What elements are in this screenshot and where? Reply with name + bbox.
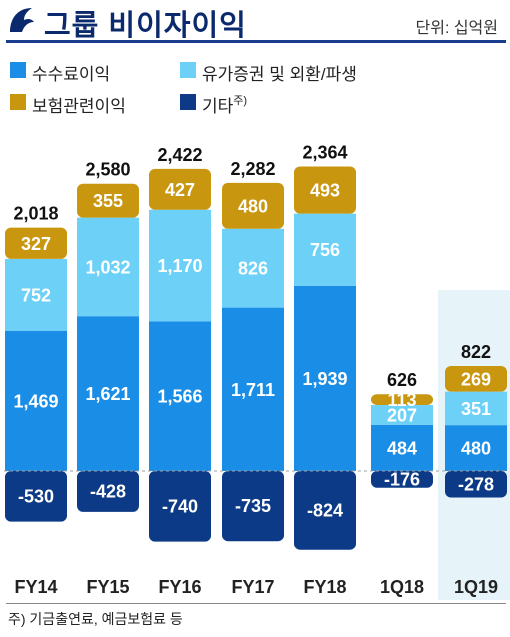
- bar-segment: [222, 307, 284, 471]
- logo-icon: [10, 8, 34, 32]
- bar-value-label: 327: [21, 234, 51, 254]
- bar-segment-negative: [222, 471, 284, 542]
- bar-value-label: 752: [21, 285, 51, 305]
- bar-segment-negative: [77, 471, 139, 512]
- chart-header: 그룹 비이자이익 단위: 십억원: [0, 0, 510, 46]
- bar-value-label: 355: [93, 191, 123, 211]
- x-tick-label: FY17: [231, 577, 274, 597]
- bar-segment: [149, 209, 211, 322]
- bar-value-label: -278: [458, 474, 494, 494]
- bar-value-label: -428: [90, 481, 126, 501]
- bar-value-label: -740: [162, 496, 198, 516]
- bar-segment: [5, 330, 67, 471]
- bar-value-label: 484: [387, 438, 417, 458]
- bar-segment: [222, 228, 284, 308]
- legend-label: 보험관련이익: [32, 97, 126, 116]
- title-divider: [6, 40, 506, 43]
- bar-value-label: 493: [310, 181, 340, 201]
- bar-segment: [371, 394, 433, 406]
- axis-divider: [6, 603, 506, 604]
- bar-total-label: 2,282: [230, 159, 275, 179]
- legend-swatch: [180, 62, 196, 78]
- bar-segment: [77, 316, 139, 471]
- bar-segment: [445, 391, 507, 426]
- legend-swatch: [180, 94, 196, 110]
- legend-item-fee: 수수료이익: [10, 60, 110, 85]
- bar-total-label: 2,580: [85, 160, 130, 180]
- bar-value-label: 756: [310, 240, 340, 260]
- legend-label: 유가증권 및 외환/파생: [202, 65, 357, 84]
- legend-swatch: [10, 94, 26, 110]
- legend-item-securities: 유가증권 및 외환/파생: [180, 60, 357, 85]
- bar-total-label: 626: [387, 370, 417, 390]
- bar-segment-negative: [371, 471, 433, 488]
- bar-value-label: 1,469: [13, 391, 58, 411]
- bar-value-label: 1,032: [85, 257, 130, 277]
- bar-segment: [445, 425, 507, 471]
- x-tick-label: FY14: [14, 577, 57, 597]
- bar-segment: [5, 258, 67, 331]
- bar-value-label: 826: [238, 259, 268, 279]
- bar-segment: [149, 321, 211, 471]
- unit-label: 단위: 십억원: [415, 20, 499, 37]
- x-tick-label: FY16: [158, 577, 201, 597]
- bar-value-label: 1,170: [157, 256, 202, 276]
- bar-segment: [294, 166, 356, 214]
- legend-footnote-mark: 주): [233, 95, 248, 107]
- legend-label: 수수료이익: [32, 65, 111, 84]
- bar-segment: [222, 182, 284, 229]
- bar-segment-negative: [149, 471, 211, 542]
- bar-value-label: -824: [307, 500, 343, 520]
- bar-segment: [77, 183, 139, 218]
- bar-segment-negative: [445, 471, 507, 498]
- bar-segment-negative: [5, 471, 67, 522]
- bar-value-label: 480: [238, 196, 268, 216]
- x-tick-label: FY18: [303, 577, 346, 597]
- legend-item-insurance: 보험관련이익: [10, 92, 126, 117]
- bar-segment: [371, 424, 433, 471]
- legend-label: 기타: [202, 97, 234, 116]
- bar-segment: [77, 217, 139, 317]
- bar-segment: [5, 227, 67, 259]
- bar-total-label: 2,364: [302, 143, 347, 163]
- bar-value-label: -530: [18, 486, 54, 506]
- bar-segment: [294, 213, 356, 286]
- footnote: 주) 기금출연료, 예금보험료 등: [8, 611, 183, 627]
- bar-value-label: 1,939: [302, 369, 347, 389]
- bar-value-label: 1,566: [157, 387, 202, 407]
- chart-title: 그룹 비이자이익: [44, 10, 247, 42]
- x-tick-label: FY15: [86, 577, 129, 597]
- stacked-bar-chart: 1,469 752 327 -530 2,018 FY14 1,621 1,032 355 -42…: [4, 143, 510, 600]
- bar-total-label: 2,422: [157, 145, 202, 165]
- bar-segment: [371, 405, 433, 425]
- bar-value-label: 427: [165, 180, 195, 200]
- bar-total-label: 822: [461, 342, 491, 362]
- bar-value-label: 269: [461, 369, 491, 389]
- bar-value-label: -735: [235, 496, 271, 516]
- bar-value-label: 1,621: [85, 384, 130, 404]
- bar-value-label: 351: [461, 399, 491, 419]
- bar-value-label: 480: [461, 439, 491, 459]
- bar-value-label: 207: [387, 405, 417, 425]
- x-tick-label: 1Q19: [454, 577, 498, 597]
- bar-value-label: 113: [387, 390, 416, 410]
- bar-segment: [445, 365, 507, 392]
- bar-segment: [149, 168, 211, 210]
- legend-swatch: [10, 62, 26, 78]
- legend-item-other: 기타 주): [180, 92, 247, 117]
- bar-total-label: 2,018: [13, 204, 58, 224]
- x-tick-label: 1Q18: [380, 577, 424, 597]
- bar-value-label: 1,711: [231, 380, 275, 400]
- bar-segment: [294, 285, 356, 471]
- bar-value-label: -176: [384, 469, 420, 489]
- bar-segment-negative: [294, 471, 356, 550]
